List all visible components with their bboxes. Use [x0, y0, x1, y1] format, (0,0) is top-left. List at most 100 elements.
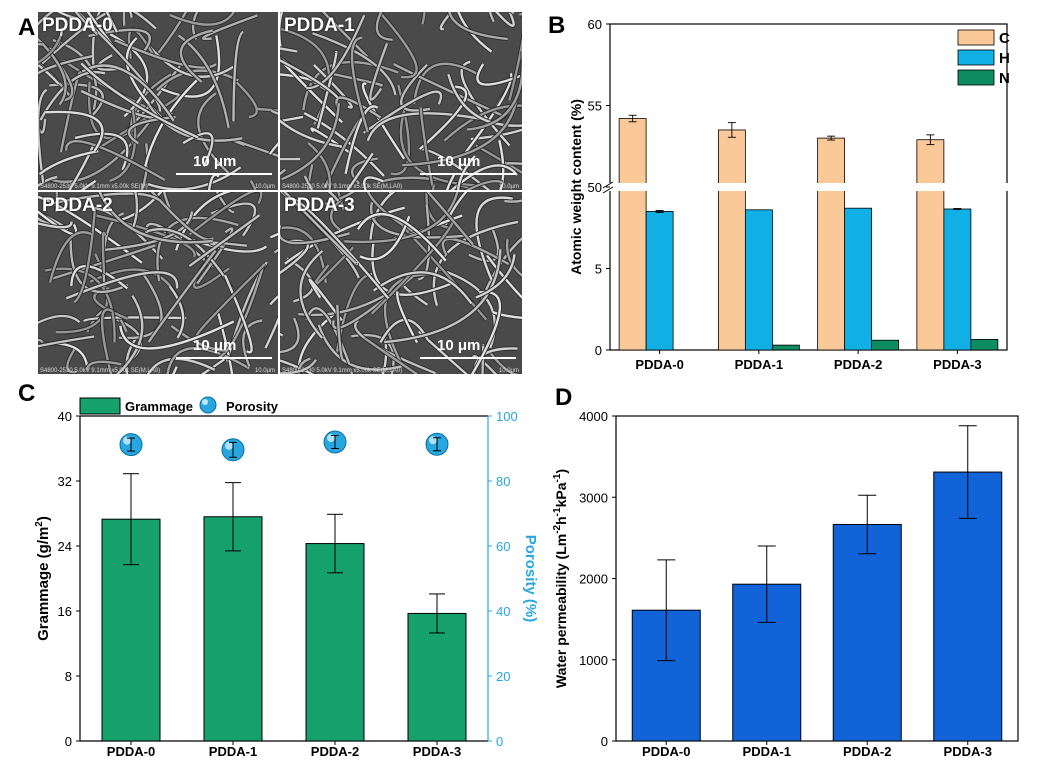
sem-footer: S4800-2530 5.0kV 9.1mm x5.00k SE(M,LA0) [40, 368, 161, 374]
scale-bar-label: 10 μm [437, 337, 481, 354]
porosity-highlight [225, 441, 233, 450]
y-tick-label: 1000 [579, 653, 608, 668]
sem-footer: S4800-2530 5.0kV 9.1mm x5.00k SE(M,LA0) [282, 368, 403, 374]
sem-fibre-texture [38, 12, 278, 190]
break-mark [602, 181, 614, 189]
y2-tick-label: 40 [496, 604, 510, 619]
legend-highlight [202, 399, 208, 405]
chart-d: PDDA-0 PDDA-1 PDDA-2 PDDA-3 0 1000 2000 3000 400… [552, 409, 1019, 759]
y-tick-label: 8 [65, 669, 72, 684]
bar-h [645, 211, 674, 351]
scale-bar-label: 10 μm [193, 153, 237, 170]
scale-bar-label: 10 μm [193, 337, 237, 354]
sem-tile: PDDA-2 10 μm S4800-2530 5.0kV 9.1mm x5.00k… [38, 192, 278, 374]
x-tick-label: PDDA-0 [635, 357, 683, 372]
sem-fibre-texture [280, 12, 522, 190]
x-tick-label: PDDA-1 [743, 744, 791, 759]
scale-bar [420, 173, 516, 175]
panel-letter-b: B [548, 12, 566, 39]
sem-sample-label: PDDA-2 [42, 195, 113, 216]
y-tick-label: 0 [601, 734, 608, 749]
bar-h [844, 207, 873, 351]
legend-label: Porosity [226, 399, 279, 414]
x-tick-label: PDDA-2 [311, 744, 359, 759]
y2-tick-label: 60 [496, 539, 510, 554]
y2-tick-label: 100 [496, 409, 518, 424]
x-tick-label: PDDA-0 [642, 744, 690, 759]
x-tick-label: PDDA-3 [413, 744, 461, 759]
bar-grammage [203, 516, 263, 742]
bar-c [916, 139, 945, 351]
sem-footer-scale: 10.0μm [254, 368, 275, 374]
sem-footer: S4800-2530 5.0kV 9.1mm x5.00k SE(M,LA0) [282, 184, 403, 190]
legend-swatch-grammage [79, 397, 121, 415]
y-tick-label: 4000 [579, 409, 608, 424]
bar-permeability [832, 523, 902, 742]
legend-swatch [957, 69, 995, 86]
bar-h [744, 209, 773, 351]
x-tick-label: PDDA-1 [735, 357, 783, 372]
panel-letter-a: A [18, 14, 36, 41]
bar-grammage [305, 543, 365, 742]
x-tick-label: PDDA-3 [944, 744, 992, 759]
chart-b: PDDA-0 PDDA-1 PDDA-2 PDDA-3 0 5 50 55 60 Atomic w… [568, 17, 1013, 372]
y-tick-label: 60 [588, 17, 602, 32]
y-tick-label: 40 [58, 409, 72, 424]
bar-n [871, 339, 900, 351]
sem-sample-label: PDDA-3 [284, 195, 355, 216]
bar-c [817, 137, 846, 351]
y-tick-label: 24 [58, 539, 72, 554]
y-axis-label: Grammage (g/m2) [34, 516, 52, 641]
sem-footer-scale: 10.0μm [254, 184, 275, 190]
y-tick-label: 3000 [579, 490, 608, 505]
y2-tick-label: 0 [496, 734, 503, 749]
y-tick-label: 0 [595, 343, 602, 358]
bar-h [943, 208, 972, 351]
legend-label: C [999, 30, 1010, 47]
legend-label: N [999, 70, 1010, 87]
sem-footer-scale: 10.0μm [498, 184, 519, 190]
y2-axis-label: Porosity (%) [522, 535, 539, 623]
break-mark [602, 186, 614, 194]
legend-label: H [999, 50, 1010, 67]
sem-tile: PDDA-0 10 μm S4800-2530 5.0kV 9.1mm x5.00k… [38, 12, 278, 190]
sem-sample-label: PDDA-0 [42, 15, 113, 36]
scale-bar [420, 357, 516, 359]
sem-sample-label: PDDA-1 [284, 15, 355, 36]
x-tick-label: PDDA-2 [834, 357, 882, 372]
y-tick-label: 50 [588, 180, 602, 195]
x-tick-label: PDDA-3 [933, 357, 981, 372]
y-axis-label: Water permeability (Lm-2h-1kPa-1) [552, 469, 569, 688]
y-tick-label: 16 [58, 604, 72, 619]
sem-fibre-texture [280, 192, 522, 374]
bar-n [771, 344, 800, 351]
chart-c: PDDA-0 PDDA-1 PDDA-2 PDDA-3 0 8 16 24 32 40 0 20 40 6… [34, 396, 539, 759]
legend-swatch [957, 29, 995, 46]
sem-footer-scale: 10.0μm [498, 368, 519, 374]
bar-c [717, 129, 746, 351]
sem-fibre-texture [38, 192, 278, 374]
x-tick-label: PDDA-0 [107, 744, 155, 759]
bar-grammage [407, 612, 467, 742]
y2-tick-label: 80 [496, 474, 510, 489]
y-axis-label: Atomic weight content (%) [568, 99, 584, 275]
sem-tile: PDDA-3 10 μm S4800-2530 5.0kV 9.1mm x5.00k… [280, 192, 522, 374]
panel-letter-d: D [555, 384, 573, 411]
y-tick-label: 32 [58, 474, 72, 489]
panel-letter-c: C [18, 380, 36, 407]
scale-bar [176, 173, 272, 175]
legend-swatch [957, 49, 995, 66]
sem-image-grid: PDDA-0 10 μm S4800-2530 5.0kV 9.1mm x5.00k… [0, 0, 540, 380]
scale-bar [176, 357, 272, 359]
x-tick-label: PDDA-1 [209, 744, 257, 759]
axis-break [604, 183, 1013, 191]
scale-bar-label: 10 μm [437, 153, 481, 170]
sem-tile: PDDA-1 10 μm S4800-2530 5.0kV 9.1mm x5.00k… [280, 12, 522, 190]
bar-c [618, 118, 647, 351]
y-tick-label: 55 [588, 99, 602, 114]
bar-n [970, 339, 999, 351]
sem-footer: S4800-2530 5.0kV 9.1mm x5.00k SE(M) [40, 184, 148, 190]
y-tick-label: 2000 [579, 572, 608, 587]
y-tick-label: 5 [595, 262, 602, 277]
